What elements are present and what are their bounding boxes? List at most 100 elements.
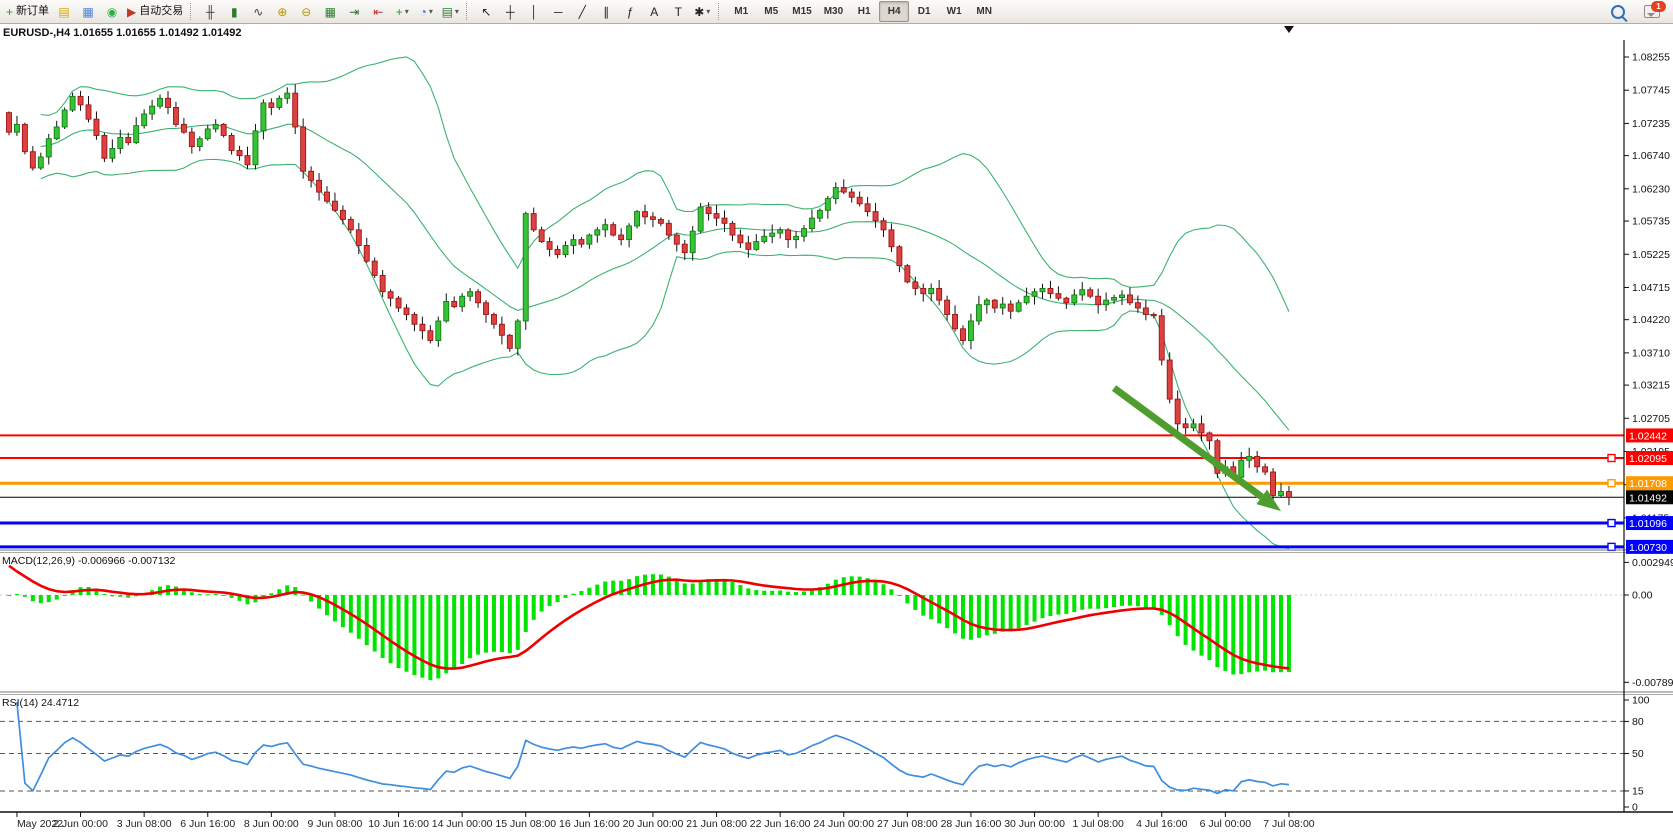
cursor-button[interactable]: ↖ (474, 1, 498, 22)
macd-histogram-bar (865, 578, 870, 595)
macd-histogram-bar (579, 591, 584, 595)
price-axis: 1.08255 1.07745 1.07235 1.06740 1.06230 1.057… (1624, 52, 1670, 524)
zoom-out-button[interactable]: ⊖ (294, 1, 318, 22)
macd-histogram-bar (1247, 595, 1252, 673)
candle-down (729, 222, 736, 236)
macd-histogram-bar (754, 590, 759, 595)
price-tick-label: 1.04715 (1632, 282, 1670, 294)
candle-down (244, 155, 251, 166)
candle-down (180, 123, 187, 133)
trend-arrow-shaft[interactable] (1111, 385, 1264, 500)
macd-histogram-bar (30, 595, 35, 602)
search-button[interactable] (1606, 1, 1630, 22)
trend-arrow-head[interactable] (1256, 489, 1281, 512)
bar-chart-button[interactable]: ╫ (198, 1, 222, 22)
signals-button[interactable]: ◉ (100, 1, 124, 22)
candle-down (93, 118, 100, 136)
auto-scroll-button[interactable]: ⇥ (342, 1, 366, 22)
macd-histogram-bar (1080, 595, 1085, 610)
candle-up (761, 235, 768, 243)
autotrading-button[interactable]: ▶ 自动交易 (124, 1, 186, 22)
candlestick-chart-button[interactable]: ▮ (222, 1, 246, 22)
notifications-button[interactable]: 1 (1640, 1, 1666, 22)
candle-down (300, 126, 307, 172)
macd-histogram-bar (714, 578, 719, 595)
hline-handle-support-blue-2[interactable] (1607, 542, 1616, 552)
macd-pane: MACD(12,26,9) -0.006966 -0.007132 0.00294… (0, 555, 1673, 689)
hline-handle-support-blue-1[interactable] (1607, 518, 1616, 528)
price-tick-label: 1.03215 (1632, 380, 1670, 392)
candle-up (435, 320, 442, 341)
line-chart-button[interactable]: ∿ (246, 1, 270, 22)
macd-histogram-bar (1231, 595, 1236, 675)
macd-axis-label: 0.00 (1632, 590, 1653, 602)
text-button[interactable]: A (642, 1, 666, 22)
tf-m30-button[interactable]: M30 (818, 1, 849, 22)
chat-bubble-icon: 1 (1644, 1, 1666, 18)
date-label: 7 Jul 08:00 (1263, 818, 1315, 830)
macd-histogram-bar (857, 576, 862, 595)
candle-up (1015, 302, 1022, 312)
tf-h1-button[interactable]: H1 (849, 1, 879, 22)
periods-button[interactable]: ◔ ▾ (414, 1, 438, 22)
macd-histogram-bar (730, 582, 735, 595)
candle-up (697, 206, 704, 232)
macd-histogram-bar (595, 584, 600, 595)
vertical-line-button[interactable]: │ (522, 1, 546, 22)
macd-histogram-bar (881, 584, 886, 595)
candle-up (793, 235, 799, 241)
fibonacci-button[interactable]: ƒ (618, 1, 642, 22)
new-chart-button[interactable]: ▤ (52, 1, 76, 22)
profiles-button[interactable]: ▦ (76, 1, 100, 22)
text-label-button[interactable]: T (666, 1, 690, 22)
chart-shift-button[interactable]: ⇤ (366, 1, 390, 22)
tf-mn-button[interactable]: MN (969, 1, 999, 22)
zoom-in-button[interactable]: ⊕ (270, 1, 294, 22)
candle-down (451, 301, 458, 308)
candle-down (324, 191, 330, 202)
macd-histogram-bar (412, 595, 417, 676)
tf-h4-button[interactable]: H4 (879, 1, 910, 22)
macd-histogram-bar (468, 595, 473, 659)
tile-windows-button[interactable]: ▦ (318, 1, 342, 22)
tf-m15-button[interactable]: M15 (786, 1, 817, 22)
tf-d1-button[interactable]: D1 (909, 1, 939, 22)
templates-button[interactable]: ▤ ▾ (438, 1, 462, 22)
date-label: 3 Jun 08:00 (117, 818, 172, 830)
indicators-button[interactable]: + ▾ (390, 1, 414, 22)
tf-m5-button[interactable]: M5 (756, 1, 786, 22)
candle-down (912, 281, 919, 289)
macd-histogram-bar (1175, 595, 1180, 637)
arrows-button[interactable]: ✱ ▾ (690, 1, 714, 22)
trendline-icon: ╱ (578, 4, 586, 19)
chart-shift-marker[interactable] (1283, 26, 1294, 33)
hline-handle-support-orange[interactable] (1607, 479, 1616, 488)
candle-down (713, 213, 720, 219)
candle-up (809, 217, 815, 229)
candle-up (522, 213, 529, 322)
horizontal-line-button[interactable]: ─ (546, 1, 570, 22)
trend-arrow[interactable] (1111, 385, 1281, 512)
hline-handle-resistance-2[interactable] (1607, 453, 1616, 463)
candle-down (1055, 293, 1062, 299)
trendline-button[interactable]: ╱ (570, 1, 594, 22)
macd-histogram-bar (22, 595, 27, 597)
tf-w1-button[interactable]: W1 (939, 1, 969, 22)
macd-histogram-bar (825, 583, 830, 595)
equidistant-channel-button[interactable]: ∥ (594, 1, 618, 22)
candle-down (1142, 307, 1149, 315)
candle-down (848, 191, 855, 198)
macd-histogram-bar (507, 595, 512, 654)
crosshair-button[interactable]: ┼ (498, 1, 522, 22)
tf-m1-button[interactable]: M1 (726, 1, 756, 22)
macd-histogram-bar (452, 595, 457, 670)
candle-up (276, 97, 283, 108)
macd-histogram-bar (786, 591, 791, 595)
profiles-icon: ▦ (82, 4, 94, 19)
line-chart-icon: ∿ (253, 4, 264, 19)
macd-histogram-bar (1279, 595, 1283, 673)
new-order-button[interactable]: + 新订单 (3, 1, 52, 22)
macd-histogram-bar (984, 595, 989, 636)
